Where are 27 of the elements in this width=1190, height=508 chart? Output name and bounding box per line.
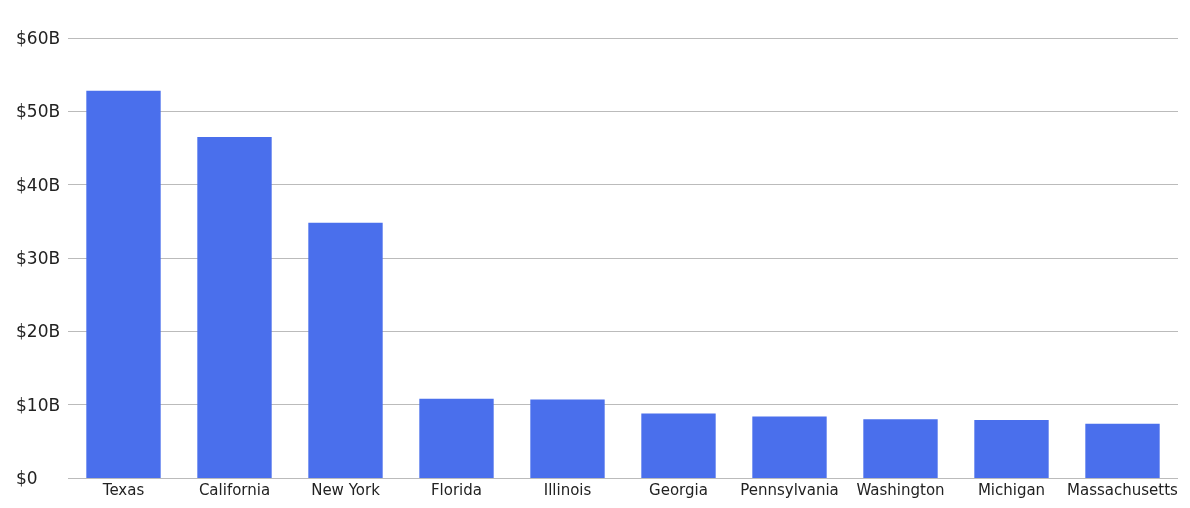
x-tick-label: Pennsylvania xyxy=(740,480,839,499)
x-tick-label: Illinois xyxy=(543,480,592,499)
x-tick-label: Massachusetts xyxy=(1067,480,1179,499)
bar xyxy=(863,419,938,478)
y-tick-label: $10B xyxy=(16,394,61,415)
bar xyxy=(308,222,383,478)
y-tick-label: $30B xyxy=(16,248,61,268)
y-tick-label: $50B xyxy=(16,101,61,122)
x-tick-label: Michigan xyxy=(977,480,1046,499)
x-tick-label: Washington xyxy=(856,480,945,499)
bar xyxy=(419,398,494,478)
bar xyxy=(752,416,827,478)
bar xyxy=(641,413,716,478)
bar xyxy=(86,90,161,478)
x-tick-label: Texas xyxy=(101,480,145,499)
bar xyxy=(1085,423,1160,478)
y-tick-label: $0 xyxy=(16,468,38,488)
y-tick-label: $60B xyxy=(16,28,61,48)
bar xyxy=(974,420,1049,478)
y-tick-label: $40B xyxy=(16,174,61,195)
x-tick-label: Georgia xyxy=(649,480,708,499)
x-tick-label: Florida xyxy=(430,480,483,499)
y-tick-label: $20B xyxy=(16,321,61,342)
x-tick-label: California xyxy=(198,480,271,499)
x-tick-label: New York xyxy=(311,480,381,499)
bar xyxy=(530,399,605,478)
bar xyxy=(197,137,272,478)
